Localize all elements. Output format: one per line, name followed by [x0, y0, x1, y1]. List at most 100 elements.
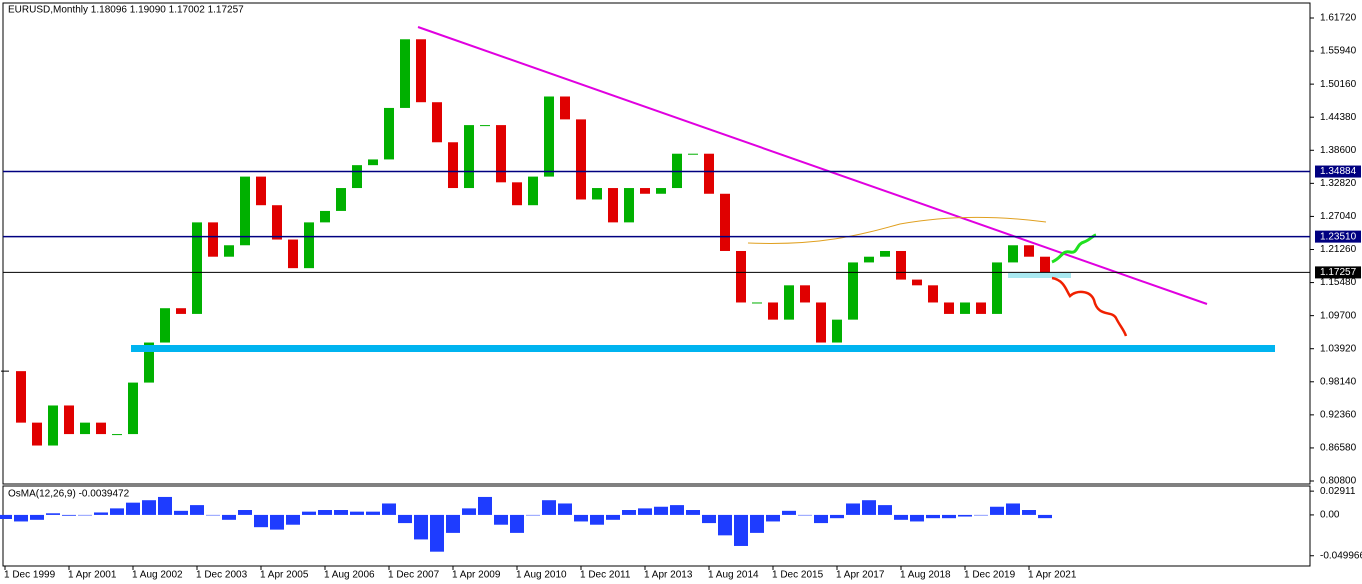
osma-bar	[94, 512, 108, 515]
osma-bar	[910, 514, 924, 522]
x-tick-label: 1 Apr 2001	[68, 570, 117, 581]
osma-bar	[382, 503, 396, 515]
chart-header: EURUSD,Monthly 1.18096 1.19090 1.17002 1…	[8, 5, 244, 16]
osma-bar	[606, 514, 620, 520]
price-label: 1.34884	[1320, 166, 1357, 177]
x-tick-label: 1 Dec 2011	[580, 570, 631, 581]
candle	[624, 188, 634, 223]
osma-bar	[430, 514, 444, 552]
candle	[832, 319, 842, 343]
osma-bar	[574, 514, 588, 522]
bear-scenario	[1051, 276, 1128, 337]
candle	[512, 182, 522, 206]
price-label-box	[1315, 165, 1361, 178]
candle	[288, 239, 298, 269]
y-tick-label: 1.15480	[1320, 277, 1357, 288]
price-label-box	[1315, 230, 1361, 243]
y-tick-label: 1.44380	[1320, 112, 1357, 123]
osma-bar	[830, 514, 844, 519]
osma-bar	[622, 510, 636, 515]
osma-bar	[510, 514, 524, 533]
price-label: 1.17257	[1320, 267, 1357, 278]
x-tick-label: 1 Dec 1999	[4, 570, 56, 581]
y-tick-label: 1.50160	[1320, 79, 1357, 90]
osma-bar	[958, 514, 972, 517]
osma-bar	[894, 514, 908, 520]
candle	[240, 176, 250, 246]
candle	[272, 205, 282, 240]
price-label: 1.23510	[1320, 231, 1357, 242]
candle	[336, 188, 346, 211]
osma-bar	[46, 513, 60, 515]
candle	[560, 96, 570, 120]
candle	[176, 308, 186, 314]
x-tick-label: 1 Apr 2005	[260, 570, 309, 581]
osma-bar	[0, 514, 12, 520]
x-tick-label: 1 Aug 2010	[516, 570, 567, 581]
candle	[464, 125, 474, 189]
trend-line	[417, 26, 1208, 305]
osma-bar	[782, 510, 796, 515]
osma-bar	[110, 508, 124, 515]
candle	[656, 188, 666, 194]
osma-bar	[558, 503, 572, 515]
osma-bar	[734, 514, 748, 546]
x-tick-label: 1 Dec 2007	[388, 570, 440, 581]
y-tick-label: 0.00	[1320, 510, 1340, 521]
candle	[928, 285, 938, 303]
candle	[112, 434, 122, 436]
osma-bar	[494, 514, 508, 525]
osma-bar	[334, 510, 348, 515]
candle	[64, 405, 74, 435]
osma-bar	[974, 514, 988, 516]
candle	[992, 262, 1002, 314]
osma-bar	[846, 503, 860, 515]
candle	[160, 308, 170, 343]
osma-bar	[302, 511, 316, 515]
support-zone	[1008, 273, 1071, 278]
candle	[544, 96, 554, 177]
candle	[256, 176, 266, 206]
candle	[528, 176, 538, 206]
y-tick-label: 1.38600	[1320, 145, 1357, 156]
osma-bar	[62, 514, 76, 516]
candle	[480, 125, 490, 127]
y-tick-label: 0.86580	[1320, 443, 1357, 454]
osma-bar	[78, 514, 92, 516]
candle	[192, 222, 202, 314]
x-tick-label: 1 Dec 2019	[964, 570, 1016, 581]
osma-bar	[414, 514, 428, 540]
candle	[864, 256, 874, 263]
osma-bar	[718, 514, 732, 536]
x-tick-label: 1 Dec 2015	[772, 570, 824, 581]
candle	[16, 371, 26, 423]
candle	[496, 125, 506, 183]
candle	[224, 245, 234, 257]
candle	[96, 422, 106, 435]
candle	[912, 279, 922, 286]
candle	[80, 422, 90, 435]
candle	[144, 342, 154, 383]
osma-bar	[942, 514, 956, 519]
x-tick-label: 1 Apr 2013	[644, 570, 693, 581]
osma-bar	[446, 514, 460, 533]
candle	[976, 302, 986, 314]
candle	[736, 250, 746, 303]
osma-bar	[526, 514, 540, 516]
osma-bar	[14, 514, 28, 522]
y-tick-label: 1.32820	[1320, 178, 1357, 189]
osma-bar	[878, 505, 892, 515]
candle	[368, 159, 378, 166]
candle	[704, 153, 714, 194]
bull-scenario	[1051, 233, 1097, 264]
candle	[432, 102, 442, 143]
candle	[304, 222, 314, 269]
osma-bar	[270, 514, 284, 530]
x-tick-label: 1 Apr 2009	[452, 570, 501, 581]
x-tick-label: 1 Aug 2002	[132, 570, 183, 581]
osma-bar	[158, 496, 172, 515]
candle	[576, 119, 586, 200]
osma-bar	[222, 514, 236, 520]
osma-bar	[798, 514, 812, 516]
